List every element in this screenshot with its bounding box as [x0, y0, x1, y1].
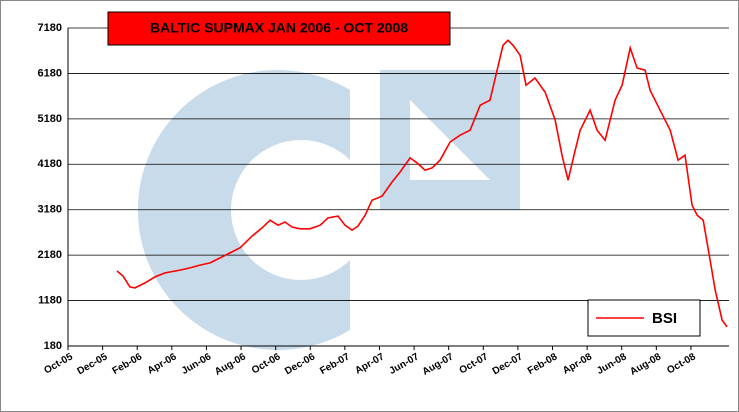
y-tick-label: 1180 [38, 294, 62, 306]
line [116, 39, 728, 328]
y-tick-label: 6180 [38, 67, 62, 79]
title-box [107, 11, 451, 46]
y-tick-label: 180 [44, 340, 62, 352]
y-tick-label: 5180 [38, 113, 62, 125]
legend-label: BSI [652, 310, 677, 327]
y-tick-label: 7180 [38, 22, 62, 34]
y-tick-label: 2180 [38, 249, 62, 261]
y-tick-label: 3180 [38, 204, 62, 216]
watermark [137, 70, 520, 350]
y-tick-label: 4180 [38, 158, 62, 170]
chart-title: BALTIC SUPMAX JAN 2006 - OCT 2008 [150, 20, 408, 36]
